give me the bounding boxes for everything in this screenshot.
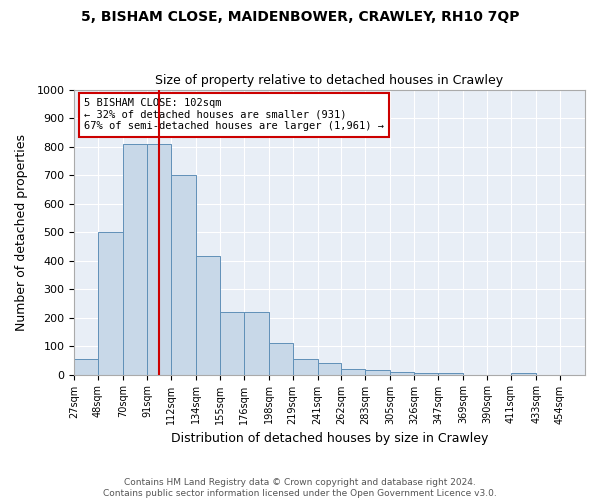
X-axis label: Distribution of detached houses by size in Crawley: Distribution of detached houses by size … [171, 432, 488, 445]
Bar [74, 359, 98, 374]
Bar [511, 373, 536, 374]
Y-axis label: Number of detached properties: Number of detached properties [15, 134, 28, 330]
Bar [220, 312, 244, 374]
Bar [171, 175, 196, 374]
Bar [341, 369, 365, 374]
Bar [196, 256, 220, 374]
Text: 5, BISHAM CLOSE, MAIDENBOWER, CRAWLEY, RH10 7QP: 5, BISHAM CLOSE, MAIDENBOWER, CRAWLEY, R… [81, 10, 519, 24]
Text: Contains HM Land Registry data © Crown copyright and database right 2024.
Contai: Contains HM Land Registry data © Crown c… [103, 478, 497, 498]
Text: 5 BISHAM CLOSE: 102sqm
← 32% of detached houses are smaller (931)
67% of semi-de: 5 BISHAM CLOSE: 102sqm ← 32% of detached… [84, 98, 384, 132]
Bar [98, 232, 123, 374]
Bar [147, 144, 171, 374]
Title: Size of property relative to detached houses in Crawley: Size of property relative to detached ho… [155, 74, 503, 87]
Bar [269, 343, 293, 374]
Bar [123, 144, 147, 374]
Bar [415, 373, 438, 374]
Bar [365, 370, 391, 374]
Bar [438, 373, 463, 374]
Bar [244, 312, 269, 374]
Bar [317, 363, 341, 374]
Bar [293, 359, 317, 374]
Bar [391, 372, 415, 374]
